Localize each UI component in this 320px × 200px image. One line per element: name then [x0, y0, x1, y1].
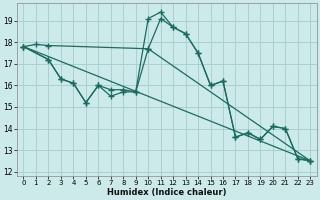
X-axis label: Humidex (Indice chaleur): Humidex (Indice chaleur) [107, 188, 227, 197]
